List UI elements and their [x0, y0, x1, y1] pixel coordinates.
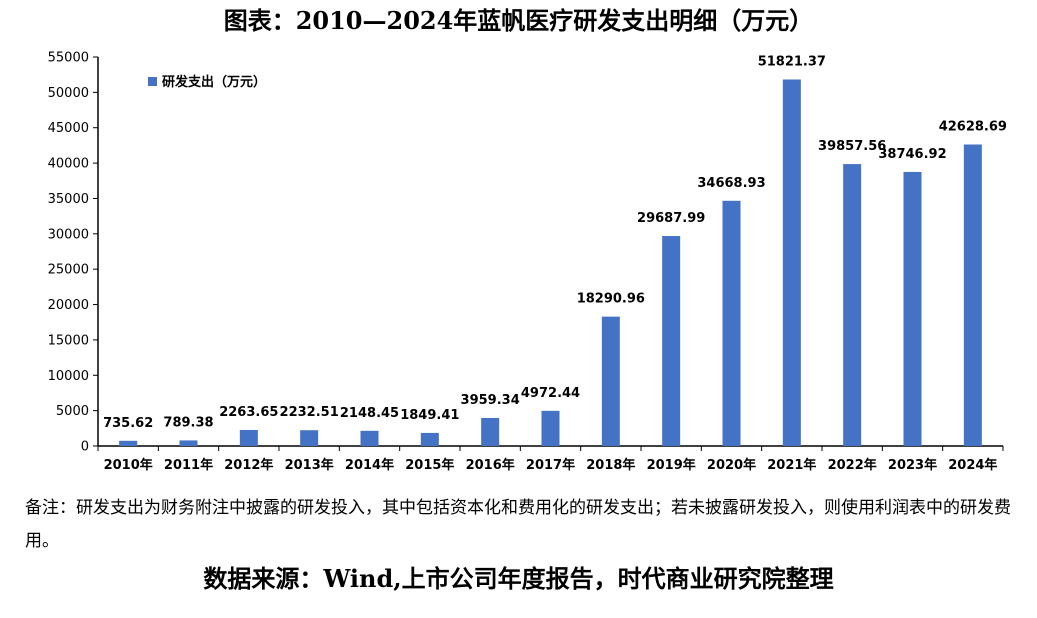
- x-tick-label: 2024年: [948, 457, 997, 473]
- data-label: 38746.92: [878, 147, 946, 162]
- x-tick-label: 2017年: [526, 457, 575, 473]
- x-tick-label: 2021年: [767, 457, 816, 473]
- data-label: 42628.69: [939, 119, 1007, 134]
- y-tick-label: 15000: [48, 333, 89, 348]
- chart-axes: 0 5000 10000 15000 20000 25000 30000 35000 40000…: [48, 51, 1004, 473]
- data-label: 2148.45: [340, 406, 399, 421]
- x-tick-label: 2016年: [466, 457, 515, 473]
- data-label: 735.62: [103, 416, 153, 431]
- bar-2021年: [782, 79, 801, 447]
- x-tick-label: 2010年: [104, 457, 153, 473]
- y-tick-label: 45000: [48, 121, 89, 136]
- legend-label: 研发支出（万元）: [162, 74, 266, 90]
- y-tick-label: 55000: [48, 51, 89, 66]
- x-tick-label: 2011年: [164, 457, 213, 473]
- bar-2015年: [420, 432, 439, 446]
- data-label: 789.38: [163, 415, 213, 430]
- bar-2014年: [360, 430, 379, 446]
- data-label: 51821.37: [758, 54, 826, 69]
- bar-2018年: [601, 316, 620, 446]
- chart-bars: 735.62 789.38 2263.65 2232.51 2148.45 1849.41…: [103, 54, 1007, 447]
- x-tick-label: 2023年: [888, 457, 937, 473]
- y-tick-label: 10000: [48, 369, 89, 384]
- bar-2022年: [843, 164, 862, 446]
- data-label: 1849.41: [400, 408, 459, 423]
- bar-2020年: [722, 200, 741, 446]
- data-label: 18290.96: [577, 292, 645, 307]
- footnote: 备注：研发支出为财务附注中披露的研发投入，其中包括资本化和费用化的研发支出；若未…: [25, 498, 1011, 551]
- chart-legend: 研发支出（万元）: [148, 74, 266, 90]
- bar-2024年: [963, 144, 982, 446]
- bar-2023年: [903, 171, 922, 446]
- x-tick-label: 2013年: [285, 457, 334, 473]
- y-tick-label: 35000: [48, 192, 89, 207]
- bar-2013年: [300, 430, 319, 446]
- y-tick-label: 50000: [48, 86, 89, 101]
- y-tick-label: 5000: [56, 404, 89, 419]
- y-tick-label: 40000: [48, 157, 89, 172]
- data-label: 39857.56: [818, 139, 886, 154]
- x-tick-label: 2012年: [224, 457, 273, 473]
- bar-2017年: [541, 410, 560, 446]
- x-tick-label: 2018年: [586, 457, 635, 473]
- data-label: 3959.34: [461, 393, 520, 408]
- x-tick-label: 2015年: [405, 457, 454, 473]
- x-tick-label: 2019年: [647, 457, 696, 473]
- chart-title: 图表：2010—2024年蓝帆医疗研发支出明细（万元）: [223, 6, 814, 35]
- y-tick-label: 0: [81, 440, 89, 455]
- y-tick-label: 20000: [48, 298, 89, 313]
- data-label: 2232.51: [280, 405, 339, 420]
- data-label: 34668.93: [697, 176, 765, 191]
- data-source: 数据来源：Wind,上市公司年度报告，时代商业研究院整理: [203, 564, 834, 593]
- bar-2019年: [662, 236, 681, 446]
- bar-2012年: [239, 429, 258, 446]
- y-tick-label: 25000: [48, 263, 89, 278]
- bar-chart: 0 5000 10000 15000 20000 25000 30000 35000 40000…: [48, 51, 1007, 474]
- x-tick-label: 2014年: [345, 457, 394, 473]
- data-label: 4972.44: [521, 386, 580, 401]
- x-tick-label: 2020年: [707, 457, 756, 473]
- bar-2011年: [179, 440, 198, 446]
- data-label: 2263.65: [219, 405, 278, 420]
- bar-2016年: [481, 417, 500, 446]
- bar-2010年: [119, 440, 138, 446]
- y-tick-label: 30000: [48, 227, 89, 242]
- legend-swatch: [148, 77, 157, 86]
- x-tick-label: 2022年: [828, 457, 877, 473]
- data-label: 29687.99: [637, 211, 705, 226]
